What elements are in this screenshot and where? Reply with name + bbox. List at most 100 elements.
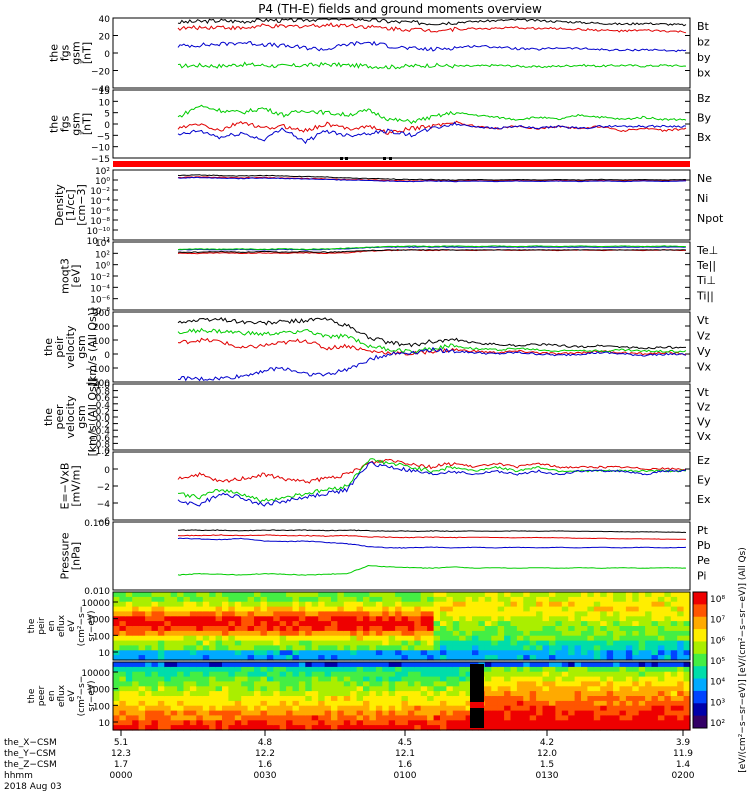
spectro-cell xyxy=(401,592,409,598)
spectro-cell xyxy=(343,676,351,683)
spectro-cell xyxy=(279,596,287,603)
spectro-cell xyxy=(465,655,473,661)
xaxis-value: 0100 xyxy=(394,771,417,781)
spectro-cell xyxy=(593,611,601,617)
spectro-cell xyxy=(189,700,197,707)
spectro-cell xyxy=(164,696,172,702)
spectro-cell xyxy=(266,720,274,726)
spectro-cell xyxy=(670,650,678,656)
spectro-cell xyxy=(581,606,588,613)
colorbar-tick: 10² xyxy=(710,719,725,729)
spectro-cell xyxy=(305,626,313,632)
series-Npot xyxy=(177,176,686,183)
spectro-cell xyxy=(177,666,185,673)
spectro-cell xyxy=(241,700,249,707)
spectro-cell xyxy=(228,626,236,632)
spectro-cell xyxy=(343,681,351,687)
spectro-cell xyxy=(222,725,229,731)
spectro-cell xyxy=(651,676,659,683)
spectro-cell xyxy=(382,606,390,613)
spectro-cell xyxy=(298,681,306,687)
spectro-cell xyxy=(542,671,550,678)
spectro-cell xyxy=(561,705,569,712)
spectro-cell xyxy=(657,606,665,613)
spectro-cell xyxy=(491,601,499,608)
spectro-cell xyxy=(177,601,185,608)
ylabel-line: sr−eV) xyxy=(87,610,97,641)
spectro-cell xyxy=(369,662,377,668)
spectro-cell xyxy=(189,705,197,712)
spectro-cell xyxy=(613,626,621,632)
spectro-cell xyxy=(638,606,646,613)
spectro-cell xyxy=(369,676,377,683)
spectro-cell xyxy=(273,626,281,632)
spectro-cell xyxy=(254,596,261,603)
spectro-cell xyxy=(228,596,236,603)
spectro-cell xyxy=(311,700,319,707)
spectro-cell xyxy=(132,606,140,613)
spectro-cell xyxy=(318,681,326,687)
spectro-cell xyxy=(292,705,300,712)
spectro-cell xyxy=(305,696,313,702)
spectro-cell xyxy=(183,616,191,622)
spectro-cell xyxy=(459,691,467,697)
spectro-cell xyxy=(452,650,460,656)
spectro-cell xyxy=(657,640,665,647)
ytick-label: −6 xyxy=(97,517,111,527)
spectro-cell xyxy=(427,645,435,651)
spectro-cell xyxy=(568,671,576,678)
spectro-cell xyxy=(286,645,294,651)
spectro-cell xyxy=(478,596,486,603)
spectro-cell xyxy=(273,621,281,627)
spectro-cell xyxy=(363,666,370,673)
spectro-cell xyxy=(318,686,326,692)
spectro-cell xyxy=(331,655,338,661)
spectro-cell xyxy=(343,645,351,651)
spectro-cell xyxy=(568,635,576,642)
spectro-cell xyxy=(292,700,300,707)
series-Ey xyxy=(178,458,687,503)
spectro-cell xyxy=(183,705,191,712)
spectro-cell xyxy=(375,696,383,702)
spectro-cell xyxy=(478,592,486,598)
spectro-cell xyxy=(561,650,569,656)
spectro-cell xyxy=(414,666,422,673)
spectro-cell xyxy=(401,640,409,647)
spectro-cell xyxy=(638,710,646,717)
spectro-cell xyxy=(645,671,653,678)
spectro-cell xyxy=(407,621,415,627)
colorbar-label-group: [eV/(cm²−s−sr−eV)] [eV/(cm²−s−sr−eV)] (A… xyxy=(738,547,748,773)
spectro-cell xyxy=(465,662,473,668)
spectro-cell xyxy=(164,592,172,598)
spectro-cell xyxy=(247,616,255,622)
spectro-cell xyxy=(683,655,691,661)
spectro-cell xyxy=(523,655,531,661)
spectro-cell xyxy=(215,592,223,598)
spectro-cell xyxy=(151,596,159,603)
spectro-cell xyxy=(420,640,428,647)
spectro-cell xyxy=(375,705,383,712)
spectro-cell xyxy=(657,700,665,707)
spectro-cell xyxy=(452,691,460,697)
spectro-cell xyxy=(395,640,403,647)
spectro-cell xyxy=(324,611,332,617)
spectro-cell xyxy=(266,715,274,721)
spectro-cell xyxy=(273,666,281,673)
spectro-cell xyxy=(266,686,274,692)
spectro-cell xyxy=(125,655,133,661)
spectro-cell xyxy=(234,700,242,707)
spectro-cell xyxy=(266,696,274,702)
spectro-cell xyxy=(600,592,608,598)
spectro-cell xyxy=(145,611,153,617)
spectro-cell xyxy=(401,635,409,642)
spectro-cell xyxy=(183,662,191,668)
spectro-cell xyxy=(234,596,242,603)
spectro-cell xyxy=(657,626,665,632)
spectro-cell xyxy=(549,596,556,603)
spectro-cell xyxy=(119,725,127,731)
spectro-cell xyxy=(132,671,140,678)
spectro-cell xyxy=(145,710,153,717)
spectro-cell xyxy=(555,650,563,656)
spectro-cell xyxy=(343,621,351,627)
